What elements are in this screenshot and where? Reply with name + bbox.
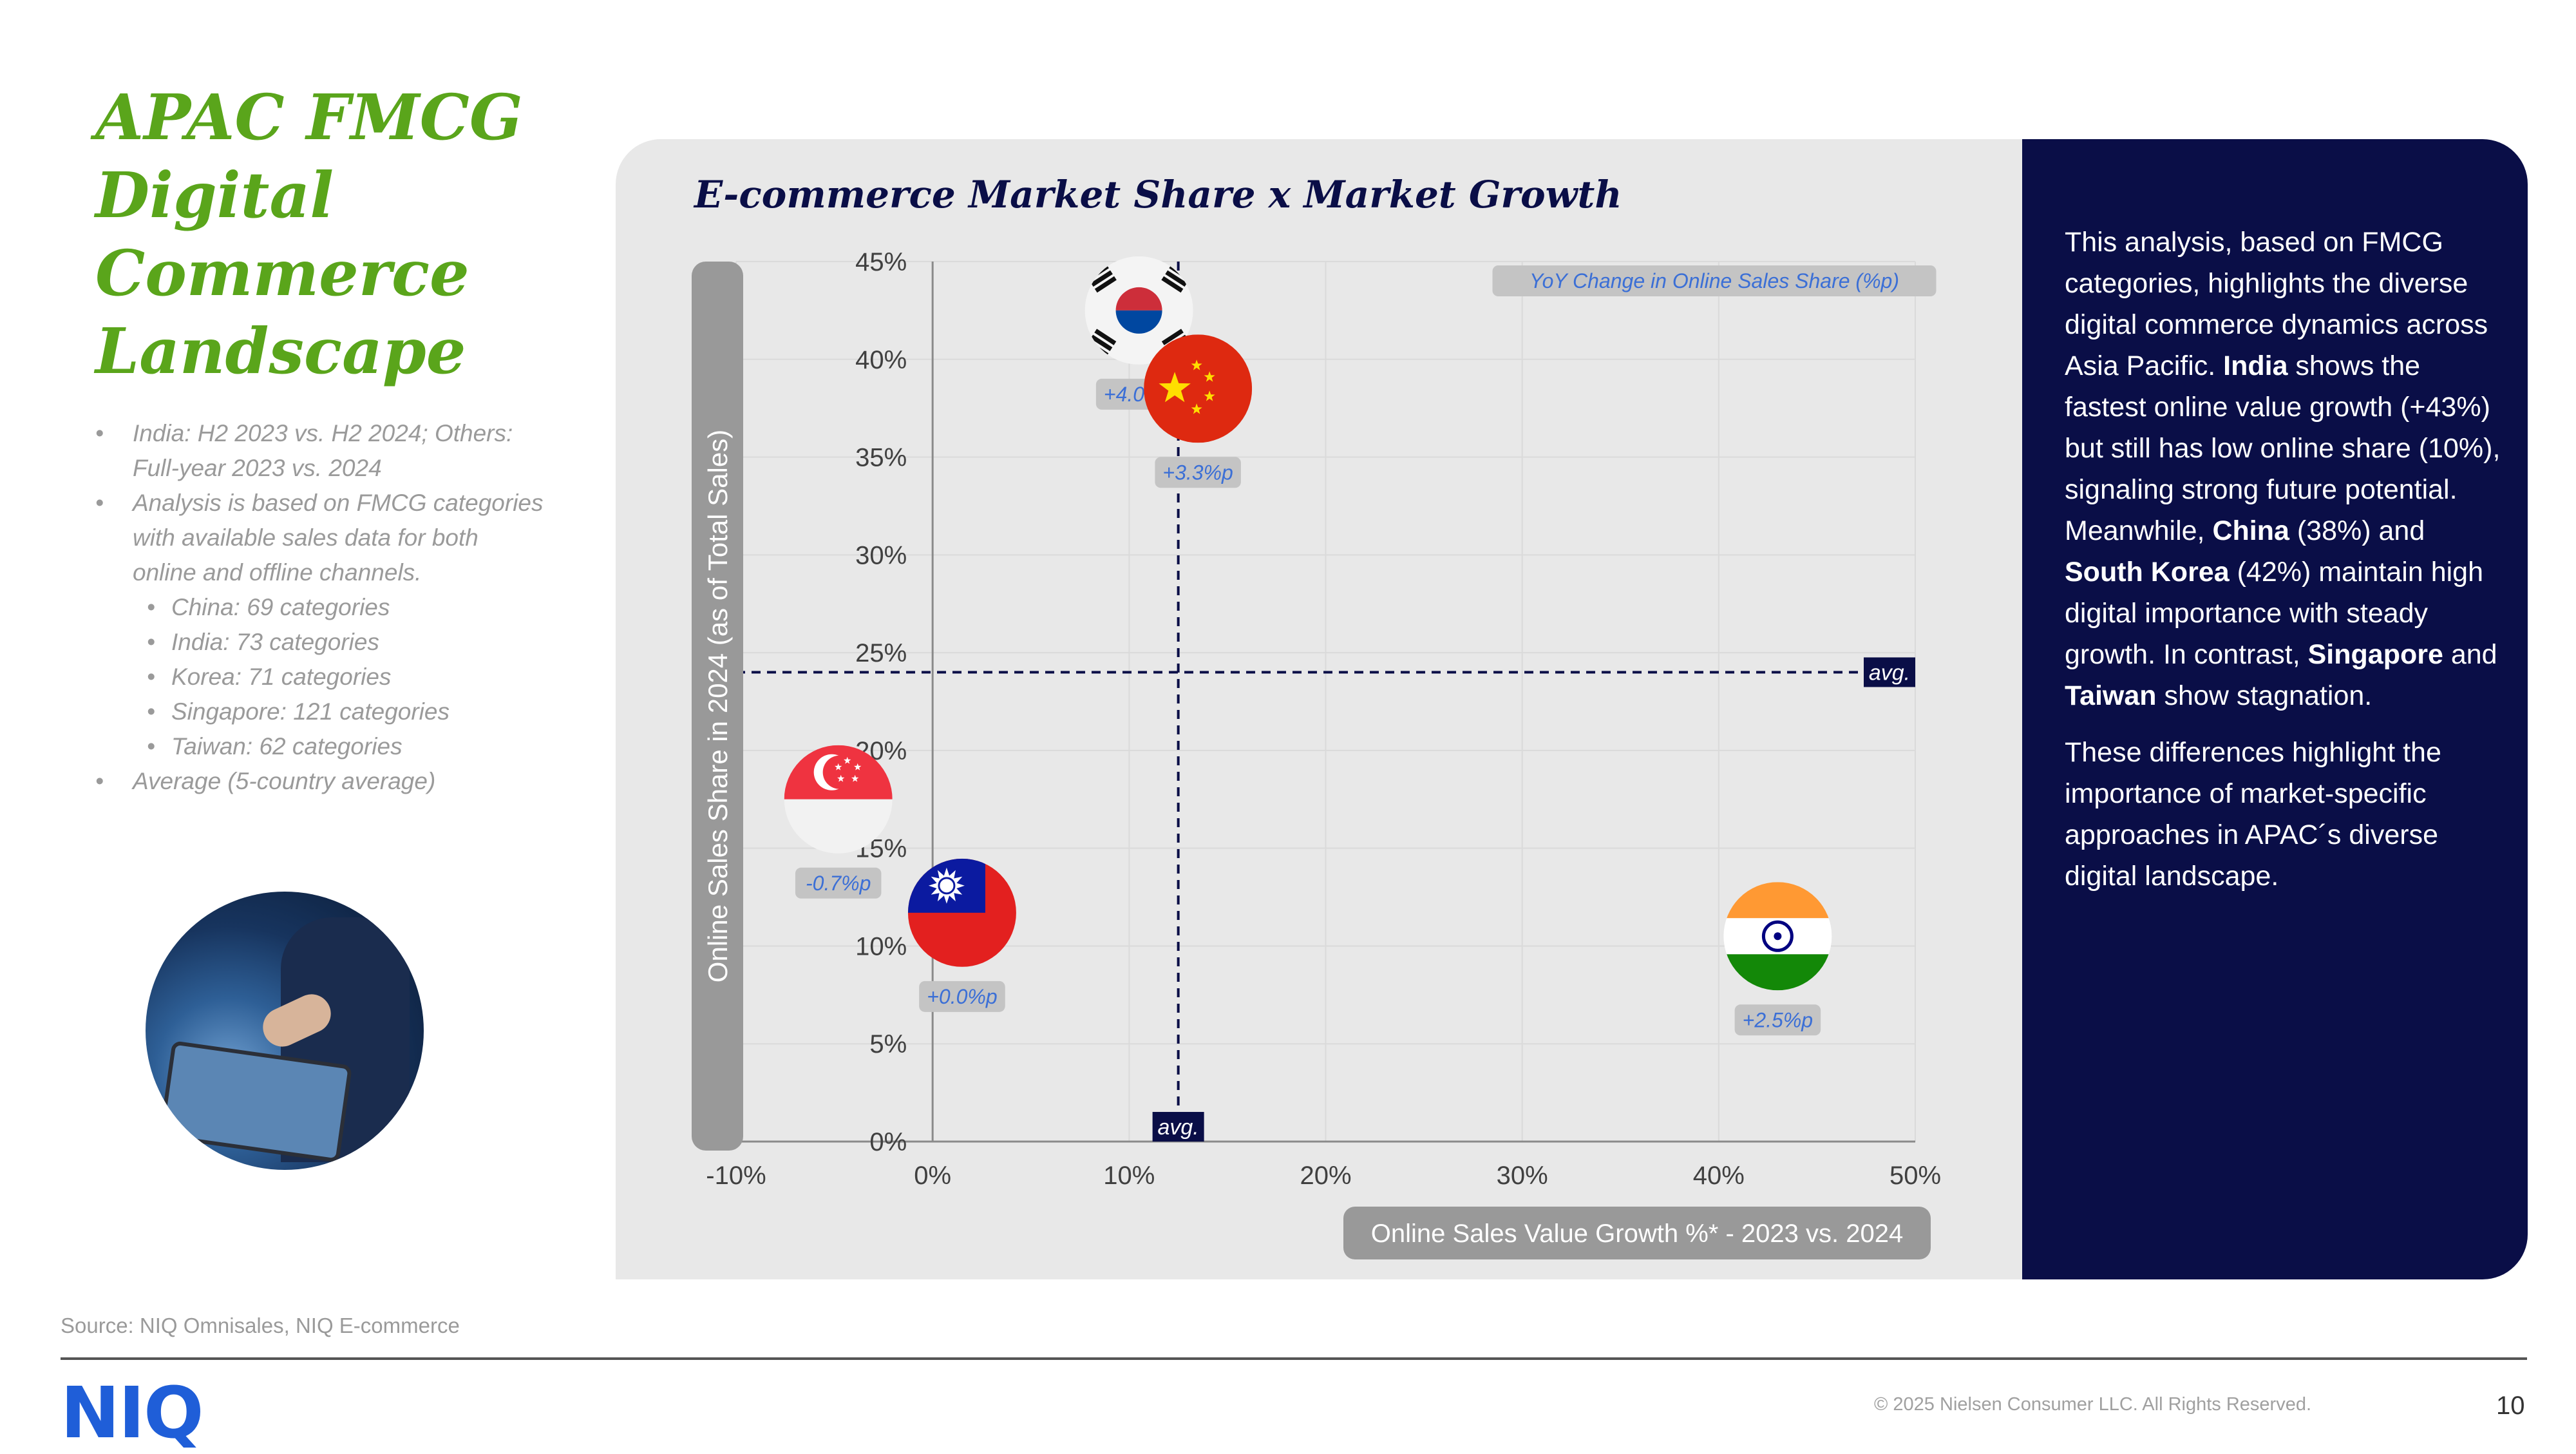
note-item: Average (5-country average): [95, 764, 546, 799]
avg-x-label: avg.: [1152, 1112, 1204, 1142]
data-point-china: [1144, 334, 1253, 443]
highlight-china: China: [2212, 515, 2289, 546]
data-label-taiwan-bg: [919, 980, 1005, 1012]
business-tablet-photo: [146, 892, 424, 1170]
y-tick-label: 35%: [855, 444, 907, 472]
y-axis-title-bg: [692, 262, 743, 1151]
note-subitem: India: 73 categories: [95, 625, 546, 660]
y-axis-title: Online Sales Share in 2024 (as of Total …: [692, 262, 743, 1151]
y-tick-label: 5%: [869, 1030, 907, 1058]
x-tick-label: 50%: [1889, 1162, 1941, 1190]
note-subitem: China: 69 categories: [95, 590, 546, 625]
x-tick-label: 10%: [1103, 1162, 1155, 1190]
title-line: APAC FMCG: [95, 81, 523, 154]
data-label-china: +3.3%p: [1155, 457, 1241, 488]
data-label-taiwan-text: +0.0%p: [927, 985, 997, 1008]
x-axis-title-text: Online Sales Value Growth %* - 2023 vs. …: [1371, 1220, 1903, 1248]
footer-divider: [61, 1357, 2527, 1360]
legend-pill: YoY Change in Online Sales Share (%p): [1492, 265, 1937, 296]
niq-logo: NIQ: [61, 1372, 204, 1454]
y-tick-label: 10%: [855, 932, 907, 961]
page-number: 10: [2496, 1392, 2525, 1420]
data-label-china-bg: [1155, 457, 1241, 488]
data-label-india-text: +2.5%p: [1743, 1008, 1813, 1031]
x-tick-label: 40%: [1693, 1162, 1745, 1190]
data-label-china-text: +3.3%p: [1162, 461, 1233, 484]
x-tick-label: 0%: [914, 1162, 951, 1190]
title-line: Landscape: [95, 314, 466, 388]
data-point-taiwan: [907, 858, 1016, 967]
data-label-india: +2.5%p: [1734, 1004, 1821, 1036]
data-label-singapore-text: -0.7%p: [806, 872, 871, 895]
highlight-india: India: [2223, 350, 2288, 381]
title-line: Digital: [95, 158, 334, 232]
avg-y-label-text: avg.: [1869, 660, 1910, 685]
chart-title: E-commerce Market Share x Market Growth: [694, 173, 1622, 216]
note-item: India: H2 2023 vs. H2 2024; Others: Full…: [95, 416, 546, 486]
methodology-notes: India: H2 2023 vs. H2 2024; Others: Full…: [95, 416, 546, 799]
data-label-taiwan: +0.0%p: [919, 980, 1005, 1012]
avg-x-label-text: avg.: [1157, 1115, 1198, 1140]
y-tick-label: 45%: [855, 248, 907, 276]
y-axis-title-text: Online Sales Share in 2024 (as of Total …: [703, 430, 733, 982]
legend-pill-bg: [1492, 265, 1937, 296]
commentary-text: This analysis, based on FMCG categories,…: [2065, 222, 2503, 912]
y-tick-label: 25%: [855, 639, 907, 667]
commentary-panel: [2022, 139, 2528, 1279]
chart-panel: [616, 139, 2032, 1279]
data-point-singapore: [784, 745, 893, 854]
highlight-singapore: Singapore: [2307, 639, 2443, 670]
note-subitem: Korea: 71 categories: [95, 660, 546, 694]
x-tick-label: 30%: [1497, 1162, 1548, 1190]
source-note: Source: NIQ Omnisales, NIQ E-commerce: [61, 1314, 460, 1337]
x-tick-label: -10%: [706, 1162, 766, 1190]
avg-y-label: avg.: [1864, 657, 1915, 687]
page-title: APAC FMCG Digital Commerce Landscape: [95, 79, 559, 390]
highlight-taiwan: Taiwan: [2065, 680, 2157, 711]
x-axis-title-bg: [1343, 1207, 1931, 1259]
note-subitem: Singapore: 121 categories: [95, 694, 546, 729]
x-axis-title: Online Sales Value Growth %* - 2023 vs. …: [1343, 1207, 1931, 1259]
y-tick-label: 0%: [869, 1128, 907, 1156]
data-label-singapore-bg: [795, 867, 882, 899]
commentary-paragraph-1: This analysis, based on FMCG categories,…: [2065, 227, 2501, 711]
x-tick-label: 20%: [1300, 1162, 1351, 1190]
data-label-india-bg: [1734, 1004, 1821, 1036]
legend-pill-text: YoY Change in Online Sales Share (%p): [1530, 269, 1899, 292]
copyright-text: © 2025 Nielsen Consumer LLC. All Rights …: [1874, 1394, 2312, 1415]
data-point-india: [1723, 882, 1832, 991]
note-subitem: Taiwan: 62 categories: [95, 729, 546, 764]
data-label-singapore: -0.7%p: [795, 867, 882, 899]
note-item: Analysis is based on FMCG categories wit…: [95, 486, 546, 590]
highlight-south-korea: South Korea: [2065, 557, 2230, 588]
title-line: Commerce: [95, 236, 469, 310]
y-tick-label: 40%: [855, 346, 907, 374]
commentary-paragraph-2: These differences highlight the importan…: [2065, 737, 2441, 892]
y-tick-label: 30%: [855, 541, 907, 569]
